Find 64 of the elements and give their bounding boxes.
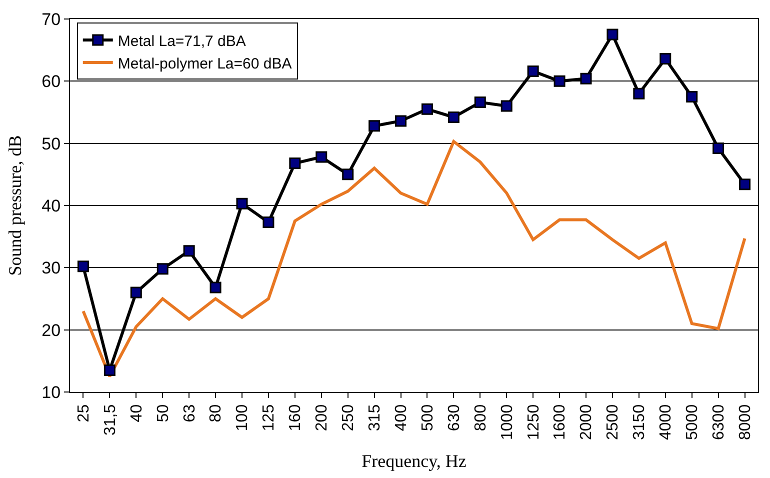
x-tick-label: 63 [181, 404, 198, 422]
point [686, 90, 698, 102]
point [183, 245, 195, 257]
x-tick-label: 5000 [684, 404, 702, 440]
point [156, 263, 168, 275]
point [606, 28, 618, 40]
y-tick-label: 50 [42, 134, 61, 154]
x-tick-label: 125 [260, 404, 278, 432]
point [77, 260, 89, 272]
point [474, 96, 486, 108]
point [368, 120, 380, 132]
point [262, 216, 274, 228]
point [554, 75, 566, 87]
y-tick-label: 30 [42, 258, 61, 278]
point [236, 198, 248, 210]
x-tick-label: 50 [154, 404, 172, 422]
y-tick-label: 60 [42, 72, 61, 92]
x-tick-label: 2500 [604, 404, 622, 440]
y-tick-label: 70 [42, 10, 61, 29]
x-tick-label: 800 [472, 404, 490, 432]
point [448, 111, 460, 123]
point [660, 53, 672, 65]
x-tick-label: 250 [340, 404, 358, 432]
x-tick-label: 200 [314, 404, 331, 432]
point [527, 65, 539, 77]
point [421, 103, 433, 115]
legend-label: Metal-polymer La=60 dBA [118, 55, 292, 72]
y-tick-label: 10 [42, 382, 61, 402]
legend-label: Metal La=71,7 dBA [118, 32, 246, 50]
x-tick-label: 630 [446, 404, 463, 432]
x-tick-label: 100 [234, 404, 252, 432]
x-tick-label: 6300 [710, 404, 728, 440]
line-series [82, 140, 746, 378]
x-tick-label: 1600 [552, 404, 569, 440]
point [395, 115, 407, 127]
x-tick-label: 40 [128, 404, 146, 422]
point [739, 178, 751, 190]
y-tick-label: 20 [42, 320, 61, 340]
x-tick-label: 400 [392, 404, 410, 432]
point [104, 364, 116, 376]
point [500, 100, 512, 112]
point [633, 88, 645, 100]
x-tick-label: 25 [75, 404, 92, 422]
x-tick-label: 4000 [658, 404, 675, 440]
x-tick-label: 160 [287, 404, 304, 432]
y-axis-title: Sound pressure, dB [4, 135, 25, 276]
x-tick-label: 315 [366, 404, 384, 432]
x-tick-label: 500 [419, 404, 436, 432]
point [580, 72, 592, 84]
point [316, 151, 328, 163]
point [130, 286, 142, 298]
x-tick-label: 8000 [736, 404, 754, 440]
point [210, 282, 222, 294]
x-tick-label: 80 [208, 404, 225, 422]
point [342, 168, 354, 180]
x-axis-title: Frequency, Hz [362, 451, 466, 472]
x-tick-label: 2000 [578, 404, 596, 440]
x-tick-label: 1000 [498, 404, 516, 440]
point [289, 157, 301, 169]
point [712, 142, 724, 154]
x-tick-label: 1250 [525, 404, 542, 440]
y-tick-label: 40 [42, 196, 61, 216]
x-tick-label: 3150 [631, 404, 648, 440]
x-tick-label: 31,5 [102, 404, 119, 436]
